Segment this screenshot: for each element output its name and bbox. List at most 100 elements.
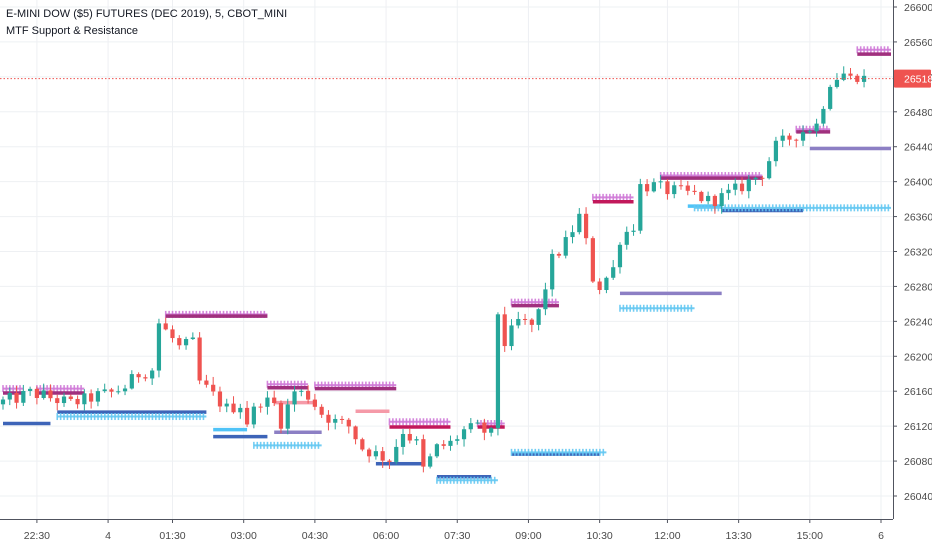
candle (204, 374, 209, 388)
resistance-violet-12 (856, 46, 891, 54)
x-tick-label: 12:00 (654, 530, 680, 542)
candle (183, 336, 189, 350)
candle (794, 138, 799, 148)
candle (48, 384, 53, 402)
candle (563, 230, 568, 259)
candle (82, 389, 87, 411)
price-axis-panel[interactable] (893, 0, 932, 550)
x-tick-label: 04:30 (302, 530, 328, 542)
candle (116, 385, 121, 395)
x-tick-label: 03:00 (231, 530, 257, 542)
chart-legend: E-MINI DOW ($5) FUTURES (DEC 2019), 5, C… (6, 6, 287, 40)
candle (333, 414, 338, 430)
candle (217, 386, 223, 413)
candle (421, 434, 426, 473)
y-tick-label: 26360 (904, 212, 932, 224)
candle (807, 129, 812, 134)
candle (136, 372, 141, 383)
candle (597, 278, 602, 295)
candle (692, 184, 697, 195)
candle (590, 236, 595, 283)
support-cyan-1 (56, 413, 207, 421)
candle (719, 188, 724, 214)
support-cyan-4 (436, 476, 498, 484)
candle (0, 396, 6, 410)
candle (61, 392, 67, 407)
candle (75, 395, 80, 409)
candle (34, 386, 39, 405)
indicator-title[interactable]: MTF Support & Resistance (6, 25, 139, 37)
candle (292, 385, 297, 412)
symbol-title[interactable]: E-MINI DOW ($5) FUTURES (DEC 2019), 5, C… (6, 8, 288, 20)
candle (28, 386, 33, 396)
candle (516, 311, 521, 329)
y-tick-label: 26280 (904, 281, 932, 293)
candle (319, 404, 324, 418)
y-tick-label: 26040 (904, 491, 932, 503)
candle (550, 249, 555, 297)
candle (346, 417, 351, 434)
candle (645, 179, 650, 197)
candle (617, 242, 623, 274)
candle (604, 276, 609, 294)
candle (7, 387, 12, 406)
x-tick-label: 4 (105, 530, 111, 542)
candle (251, 402, 256, 429)
candle (244, 401, 250, 427)
candle (678, 179, 684, 190)
candle (258, 403, 263, 413)
y-tick-label: 26240 (904, 316, 932, 328)
last-price-badge: 26518 (894, 69, 932, 88)
candle (658, 174, 663, 189)
candle (380, 446, 385, 468)
support-cyan-6 (619, 304, 695, 312)
candle (753, 176, 758, 185)
candle (360, 437, 365, 452)
candle (631, 224, 636, 236)
time-axis-panel[interactable] (0, 519, 932, 550)
y-tick-label: 26440 (904, 142, 932, 154)
resistance-violet-9 (592, 193, 634, 201)
y-tick-label: 26200 (904, 351, 932, 363)
candle (577, 208, 582, 235)
candle (773, 136, 779, 167)
x-tick-label: 01:30 (159, 530, 185, 542)
candle (150, 368, 155, 385)
y-tick-label: 26320 (904, 247, 932, 259)
candle (536, 308, 541, 331)
candle (570, 225, 575, 244)
candle (285, 398, 290, 435)
candle (129, 370, 134, 390)
y-tick-label: 26080 (904, 456, 932, 468)
candle (177, 335, 182, 350)
resistance-violet-1 (2, 385, 24, 393)
candle (170, 325, 175, 343)
candle (543, 282, 548, 316)
candle (834, 73, 840, 89)
candle (706, 191, 711, 205)
candle (353, 425, 358, 445)
candle (638, 178, 643, 234)
candle (428, 453, 433, 469)
candle (733, 178, 738, 196)
candle (197, 332, 202, 385)
candle (394, 439, 399, 465)
candle (89, 389, 94, 409)
candle (278, 400, 284, 434)
resistance-violet-6 (388, 418, 451, 426)
candle (231, 396, 236, 414)
y-tick-label: 26400 (904, 177, 932, 189)
candle (21, 384, 26, 407)
candle (468, 418, 473, 433)
support-cyan-2 (253, 441, 322, 449)
candle (739, 177, 745, 195)
candle (502, 306, 507, 352)
candle (509, 319, 514, 351)
candle (68, 394, 73, 401)
candle (814, 118, 819, 137)
candle (672, 181, 677, 199)
candle (556, 252, 562, 259)
candle (102, 383, 107, 393)
y-tick-label: 26600 (904, 2, 932, 14)
